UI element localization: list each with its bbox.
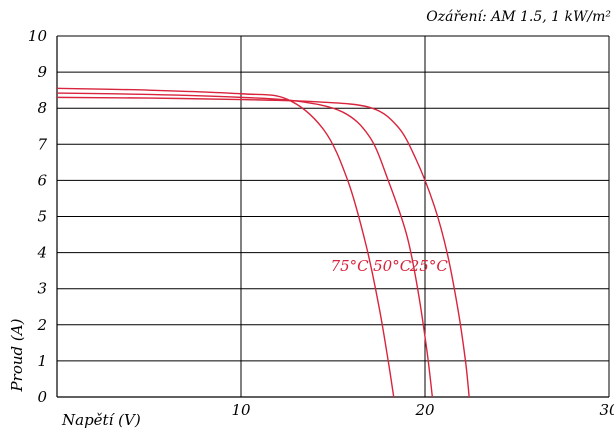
y-tick-label-10: 10	[28, 27, 48, 45]
series-line-75C	[56, 87, 395, 398]
series-label-25C: 25°C	[409, 257, 449, 275]
y-tick-label-4: 4	[36, 244, 47, 262]
series-curves	[56, 87, 470, 398]
series-label-75C: 75°C	[331, 257, 370, 275]
series-line-25C	[56, 96, 470, 398]
x-axis-label: Napětí (V)	[61, 411, 141, 429]
y-tick-label-1: 1	[37, 352, 47, 370]
y-tick-label-8: 8	[37, 99, 47, 117]
y-tick-label-3: 3	[37, 280, 47, 298]
y-axis-ticks: 0 1 2 3 4 5 6 7 8 9 10	[28, 27, 48, 406]
y-tick-label-7: 7	[37, 135, 47, 153]
x-tick-label-30: 30	[599, 401, 614, 419]
chart-annotation: Ozáření: AM 1.5, 1 kW/m²	[426, 9, 611, 25]
y-tick-label-0: 0	[37, 388, 47, 406]
y-tick-label-2: 2	[36, 316, 47, 334]
y-tick-label-6: 6	[37, 171, 47, 189]
x-tick-label-20: 20	[414, 401, 435, 419]
x-axis-ticks: 10 20 30	[231, 401, 614, 419]
series-line-50C	[56, 92, 434, 398]
y-tick-label-5: 5	[37, 208, 47, 226]
series-label-50C: 50°C	[373, 257, 412, 275]
series-labels: 75°C 50°C25°C	[331, 257, 449, 275]
y-axis-label: Proud (A)	[8, 318, 26, 392]
y-tick-label-9: 9	[37, 63, 47, 81]
x-tick-label-10: 10	[231, 401, 251, 419]
